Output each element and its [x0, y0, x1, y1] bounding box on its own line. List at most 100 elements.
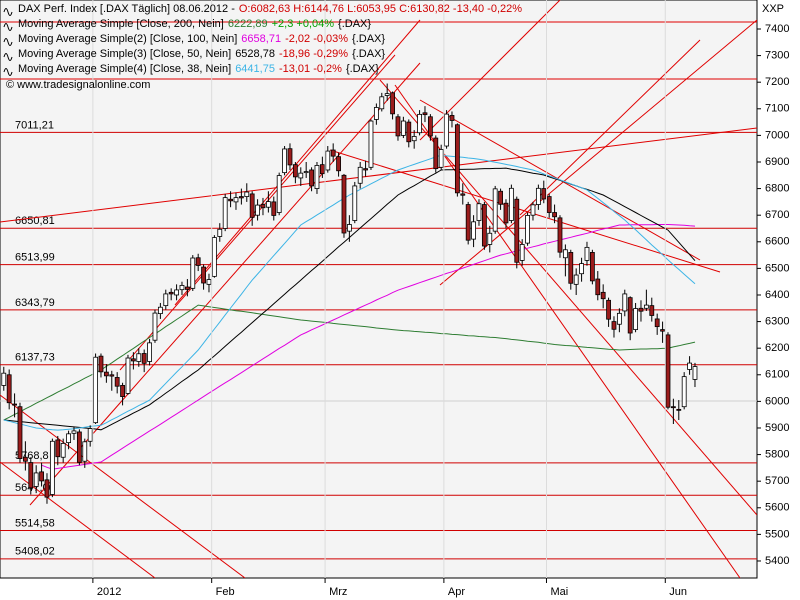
level-label: 6343,79 [15, 297, 55, 309]
y-tick-label: 5600 [765, 502, 789, 514]
candle-body [12, 403, 17, 406]
candle-body [589, 252, 595, 282]
candle-body [557, 217, 563, 253]
candle-body [357, 166, 363, 184]
level-label: 5408,02 [15, 546, 55, 558]
legend-icon [3, 38, 13, 46]
candle-body [487, 232, 493, 245]
y-tick-label: 6800 [765, 182, 789, 194]
y-tick-label: 7100 [765, 103, 789, 115]
trend-line [29, 62, 421, 506]
trend-line [419, 0, 561, 141]
plot [1, 83, 698, 504]
candle-body [498, 190, 503, 205]
candle-body [508, 187, 514, 221]
legend-change: +2,3 +0,04% [272, 18, 335, 30]
level-label: 6137,73 [15, 352, 55, 364]
y-tick-label: 5700 [765, 475, 789, 487]
candle-body [292, 164, 298, 178]
candle-body [573, 274, 579, 285]
legend-last: 6222,89 [228, 18, 268, 30]
candle-body [130, 358, 136, 362]
legend-entry: Moving Average Simple(2) [Close, 100, Ne… [18, 33, 385, 45]
ma-line [41, 224, 696, 470]
trend-line [0, 394, 246, 578]
candle-body [17, 406, 23, 459]
legend-last: 6658,71 [241, 33, 281, 45]
candle-body [530, 204, 536, 216]
candle-body [665, 334, 671, 408]
candle-body [606, 299, 611, 320]
candle-body [411, 136, 417, 142]
candle-body [93, 356, 98, 424]
candle-body [298, 172, 304, 179]
y-tick-label: 6300 [765, 315, 789, 327]
candle-body [319, 164, 325, 175]
y-tick-label: 6900 [765, 156, 789, 168]
candle-body [546, 196, 552, 213]
legend-name: Moving Average Simple(3) [Close, 50, Nei… [18, 48, 231, 60]
candle-body [373, 107, 379, 120]
legend-last: 6528,78 [235, 48, 275, 60]
candle-body [471, 221, 476, 240]
candle-body [676, 408, 682, 411]
legend-name: Moving Average Simple [Close, 200, Nein] [18, 18, 224, 30]
candle-body [76, 431, 82, 463]
candle-body [562, 249, 568, 259]
candle-body [330, 149, 336, 157]
candle-body [346, 224, 352, 232]
candle-body [190, 257, 196, 289]
candle-body [379, 96, 385, 110]
candle-body [692, 366, 698, 380]
candle-body [395, 116, 401, 137]
y-tick-label: 6500 [765, 262, 789, 274]
y-tick-label: 5800 [765, 448, 789, 460]
legend-change: -18,96 -0,29% [279, 48, 348, 60]
x-tick-label: Mai [550, 586, 568, 598]
candle-body [492, 188, 498, 232]
candle-body [98, 355, 104, 373]
candle-body [217, 228, 223, 237]
candle-body [687, 362, 692, 370]
candle-body [233, 197, 239, 203]
candle-body [654, 318, 660, 328]
trend-line [329, 149, 721, 273]
y-tick-label: 5500 [765, 528, 789, 540]
candle-body [201, 266, 206, 284]
y-tick-label: 7300 [765, 49, 789, 61]
candle-body [1, 372, 7, 386]
candle-body [465, 204, 471, 241]
candle-body [670, 406, 676, 409]
candle-body [422, 112, 428, 116]
y-tick-label: 6700 [765, 209, 789, 221]
candle-body [141, 353, 147, 364]
candle-body [336, 156, 341, 172]
trend-line [0, 461, 156, 578]
candle-body [44, 479, 50, 498]
candle-body [120, 385, 125, 397]
candle-body [136, 353, 142, 362]
candle-body [28, 462, 34, 489]
candle-body [325, 150, 331, 171]
candle-body [525, 215, 530, 244]
candle-body [163, 293, 169, 307]
candle-body [616, 312, 622, 325]
legend-icon [3, 68, 13, 76]
legend-name: Moving Average Simple(4) [Close, 38, Nei… [18, 63, 231, 75]
legend-symbol: {.DAX} [346, 63, 379, 75]
candle-body [303, 171, 309, 174]
candle-body [211, 237, 217, 277]
x-tick-label: Jun [669, 586, 687, 598]
candle-body [282, 148, 287, 174]
candle-body [454, 124, 460, 194]
candle-body [114, 377, 120, 387]
candle-body [157, 306, 163, 315]
candle-body [249, 193, 255, 218]
candle-body [600, 291, 606, 300]
candle-body [584, 246, 590, 261]
y-tick-label: 6400 [765, 289, 789, 301]
candle-body [535, 187, 541, 205]
candle-body [60, 443, 66, 458]
trend-line [439, 19, 757, 286]
